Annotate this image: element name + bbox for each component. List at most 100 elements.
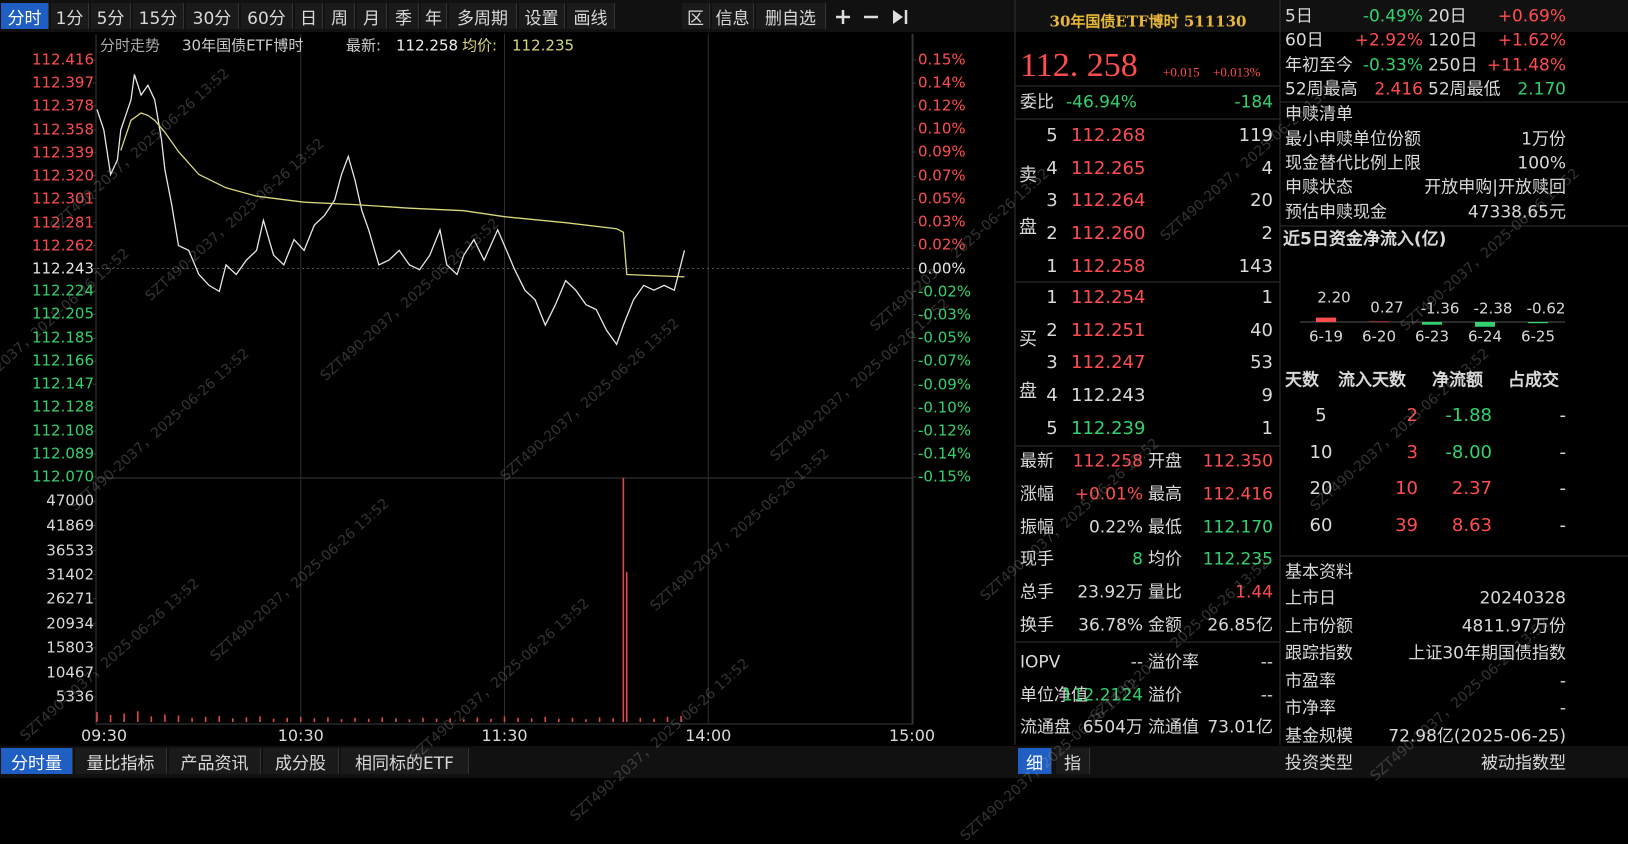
bottom-tab[interactable]: 产品资讯 (169, 748, 261, 774)
text: 2 (1046, 319, 1058, 341)
text: 36.78% (1078, 615, 1143, 636)
period-button[interactable]: 分时 (1, 3, 49, 29)
text: 112.264 (1071, 190, 1146, 212)
text: 5 (1315, 405, 1327, 426)
text: 1 (1046, 287, 1058, 308)
y2-tick-label: 0.09% (918, 142, 966, 161)
flow-bar (1528, 322, 1548, 324)
volume-bar (503, 716, 506, 722)
text: 投资类型 (1285, 753, 1353, 774)
volume-bar (449, 718, 451, 722)
text: 47338.65元 (1467, 202, 1566, 223)
text: 近5日资金净流入(亿) (1283, 229, 1447, 250)
period-button[interactable]: 月 (357, 3, 387, 29)
text: - (1559, 441, 1567, 463)
y2-tick-label: -0.03% (918, 305, 972, 324)
volume-bar (598, 717, 601, 722)
period-button[interactable]: 画线 (567, 3, 615, 29)
text: 卖 (1019, 165, 1037, 186)
period-button[interactable]: 周 (325, 3, 355, 29)
flow-category: 6-19 (1308, 327, 1344, 346)
y2-tick-label: -0.14% (918, 444, 972, 463)
text: 上证30年期国债指数 (1408, 643, 1566, 664)
text: -0.49% (1362, 6, 1423, 27)
icon-plus[interactable] (836, 10, 850, 24)
period-button[interactable]: 季 (389, 3, 419, 29)
icon-collapse[interactable] (893, 10, 908, 24)
volume-bar (286, 717, 288, 722)
tool-button[interactable]: 信息 (712, 3, 754, 29)
text: 流通盘 (1020, 717, 1071, 738)
text: 2.416 (1374, 79, 1423, 100)
text: 52周最高 (1285, 79, 1358, 100)
y2-tick-label: 0.02% (918, 235, 966, 254)
volume-bar (622, 478, 625, 722)
text: - (1559, 514, 1567, 536)
volume-tick-label: 15803 (46, 638, 94, 657)
period-button[interactable]: 多周期 (449, 3, 517, 29)
period-button[interactable]: 设置 (519, 3, 565, 29)
text: 2.170 (1517, 79, 1566, 100)
volume-bar (340, 719, 343, 722)
tool-button[interactable]: 区 (682, 3, 710, 29)
text: 112.247 (1071, 352, 1146, 374)
volume-bar (422, 717, 424, 722)
tool-button[interactable]: 删自选 (756, 3, 826, 29)
y2-tick-label: 0.03% (918, 212, 966, 231)
flow-value-label: -1.36 (1420, 299, 1460, 318)
text: 换手 (1020, 615, 1054, 636)
volume-bar (204, 716, 207, 722)
text: 1万份 (1521, 129, 1566, 150)
volume-bar (150, 716, 153, 722)
x-tick-label: 10:30 (277, 726, 324, 745)
text: 现金替代比例上限 (1285, 153, 1421, 174)
text: 净流额 (1432, 370, 1483, 391)
text: 占成交 (1508, 370, 1559, 391)
period-button[interactable]: 1分 (51, 3, 89, 29)
period-button[interactable]: 60分 (241, 3, 293, 29)
period-button[interactable]: 5分 (91, 3, 131, 29)
text: 9 (1261, 385, 1273, 407)
period-button[interactable]: 年 (421, 3, 447, 29)
side-tab[interactable]: 细 (1018, 748, 1052, 774)
y-tick-label: 112.339 (31, 143, 94, 162)
volume-tick-label: 36533 (46, 541, 94, 560)
volume-bar (666, 716, 669, 722)
y2-tick-label: 0.00% (918, 259, 966, 277)
text: 盘 (1019, 381, 1037, 402)
volume-bar (544, 716, 547, 722)
text: 年初至今 (1285, 55, 1353, 76)
y2-tick-label: -0.05% (918, 328, 972, 347)
bottom-tab[interactable]: 成分股 (263, 748, 339, 774)
text: 112.268 (1071, 125, 1146, 146)
y-tick-label: 112.358 (31, 120, 94, 139)
y2-tick-label: 0.12% (918, 96, 966, 115)
text: 119 (1238, 125, 1273, 146)
text: 112.258 (1071, 255, 1146, 277)
period-button[interactable]: 15分 (133, 3, 184, 29)
text: 分时走势 (100, 36, 161, 55)
text: 8 (1132, 549, 1143, 570)
text: 上市日 (1285, 588, 1336, 609)
volume-bar (558, 718, 560, 722)
period-button[interactable]: 30分 (186, 3, 239, 29)
volume-bar (585, 719, 587, 722)
text: 30年国债ETF博时 511130 (1049, 12, 1247, 31)
side-tab[interactable]: 指 (1056, 748, 1090, 774)
volume-bar (381, 717, 384, 722)
text: 市盈率 (1285, 671, 1336, 691)
text: 1 (1261, 287, 1273, 308)
text: 最低 (1148, 517, 1182, 538)
text: -- (1260, 652, 1273, 673)
volume-bar (612, 718, 614, 722)
bottom-tab[interactable]: 分时量 (1, 748, 73, 774)
bottom-tab[interactable]: 量比指标 (75, 748, 167, 774)
bottom-tab[interactable]: 相同标的ETF (341, 748, 469, 774)
volume-bar (408, 719, 411, 722)
period-button[interactable]: 日 (295, 3, 323, 29)
volume-bar (625, 571, 628, 722)
text: 23.92万 (1077, 582, 1143, 603)
volume-bar (177, 715, 180, 722)
volume-bar (435, 718, 438, 722)
text: 被动指数型 (1481, 753, 1566, 774)
